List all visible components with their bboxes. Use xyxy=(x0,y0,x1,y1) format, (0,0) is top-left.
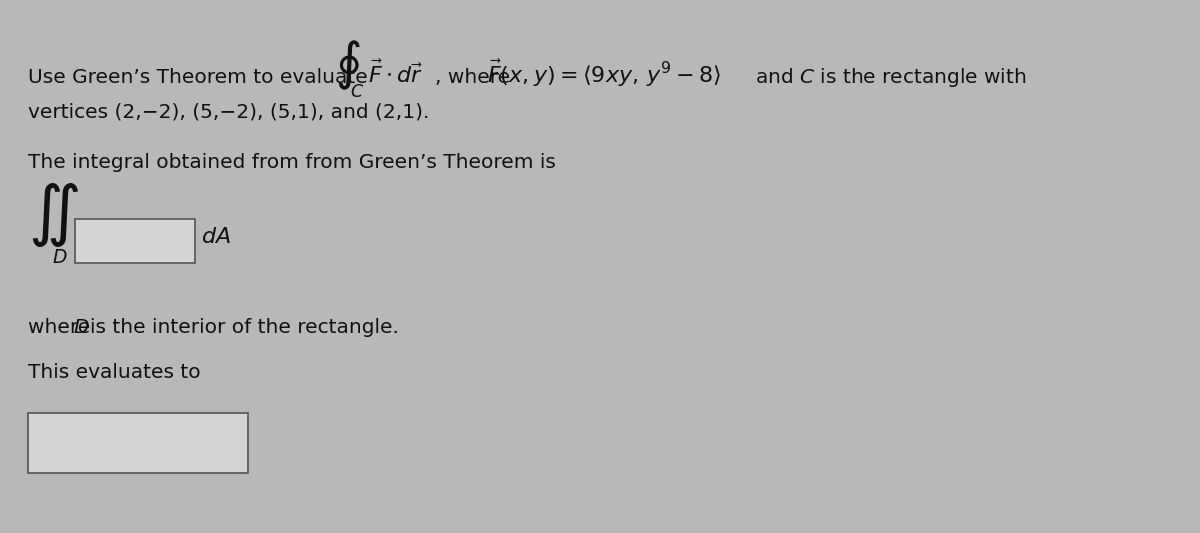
Text: is the interior of the rectangle.: is the interior of the rectangle. xyxy=(90,318,398,337)
Text: Use Green’s Theorem to evaluate: Use Green’s Theorem to evaluate xyxy=(28,68,367,87)
FancyBboxPatch shape xyxy=(28,413,248,473)
Text: $\vec{F}(x, y) = \langle 9xy,\, y^9 - 8\rangle$: $\vec{F}(x, y) = \langle 9xy,\, y^9 - 8\… xyxy=(487,58,721,89)
Text: $\vec{F} \cdot d\vec{r}$: $\vec{F} \cdot d\vec{r}$ xyxy=(368,60,422,87)
Text: and $C$ is the rectangle with: and $C$ is the rectangle with xyxy=(755,66,1026,89)
Text: , where: , where xyxy=(436,68,510,87)
FancyBboxPatch shape xyxy=(74,219,194,263)
Text: $D$: $D$ xyxy=(73,318,90,337)
Text: $\oint$: $\oint$ xyxy=(335,38,361,92)
Text: This evaluates to: This evaluates to xyxy=(28,363,200,382)
Text: $D$: $D$ xyxy=(52,248,67,267)
Text: $\iint$: $\iint$ xyxy=(28,181,79,249)
Text: The integral obtained from from Green’s Theorem is: The integral obtained from from Green’s … xyxy=(28,153,556,172)
Text: $dA$: $dA$ xyxy=(202,227,230,247)
Text: where: where xyxy=(28,318,97,337)
Text: $C$: $C$ xyxy=(350,83,364,101)
Text: vertices (2,−2), (5,−2), (5,1), and (2,1).: vertices (2,−2), (5,−2), (5,1), and (2,1… xyxy=(28,103,430,122)
